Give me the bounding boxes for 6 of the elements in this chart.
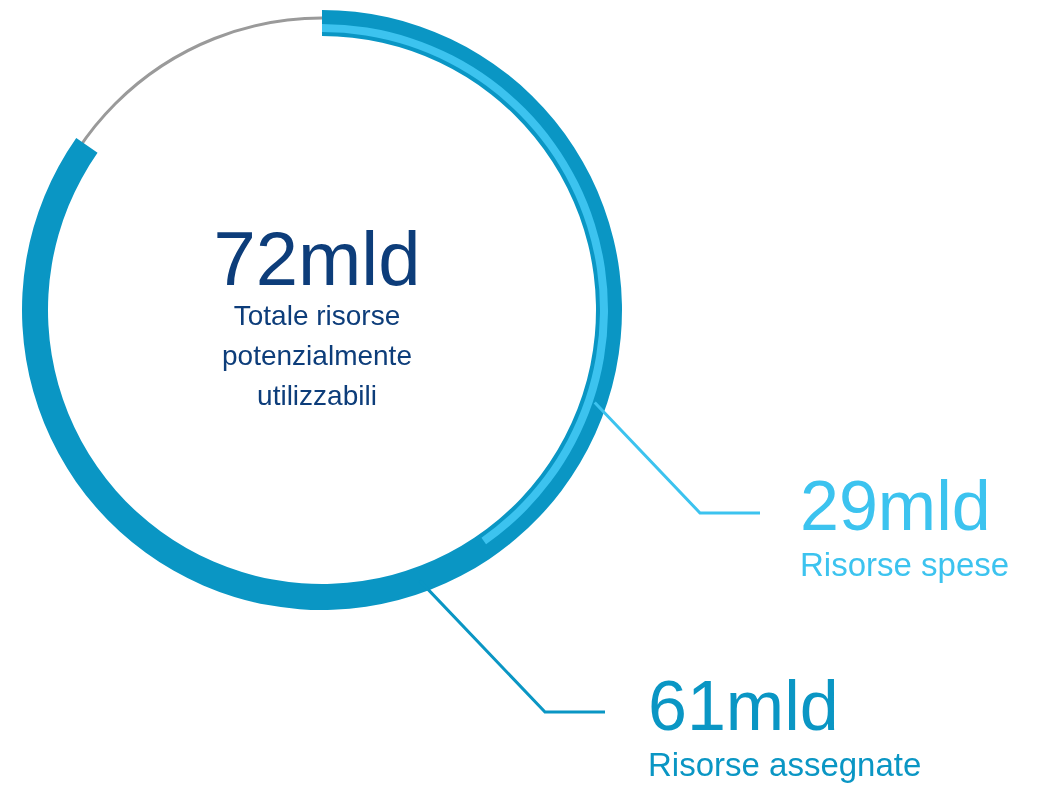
category-label: Totale risorse potenzialmente utilizzabili — [222, 300, 412, 411]
data-label: 72mld — [213, 216, 421, 301]
data-label: 29mld — [800, 467, 991, 545]
category-label: Risorse spese — [800, 546, 1010, 583]
category-label: Risorse assegnate — [648, 746, 922, 783]
data-label: 61mld — [648, 667, 839, 745]
